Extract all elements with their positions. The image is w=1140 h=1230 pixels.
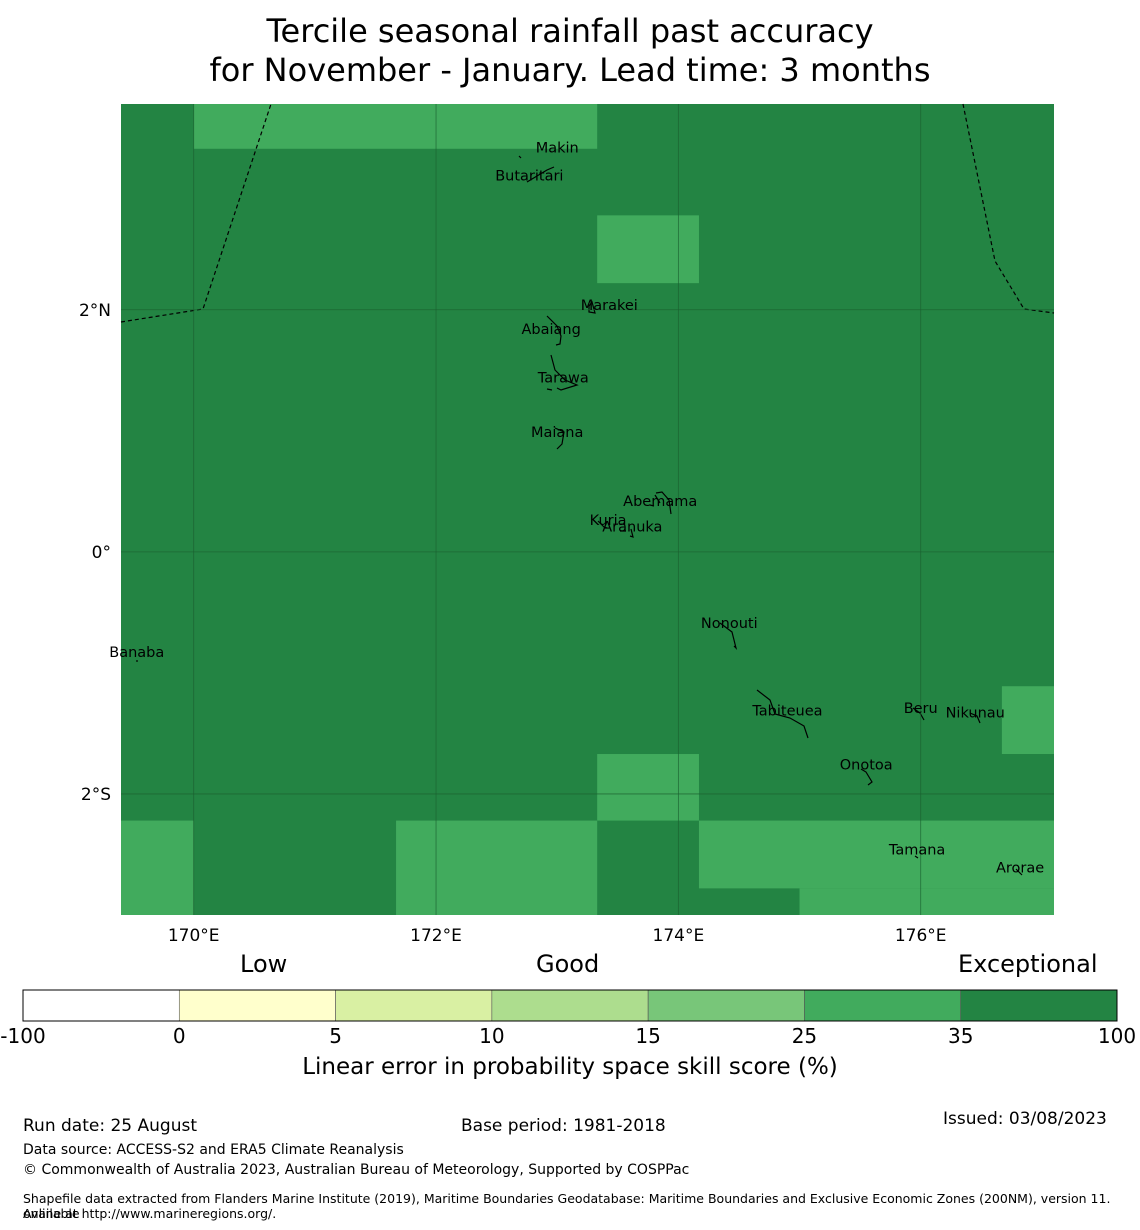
colorbar-tick-label: 100 [1097, 1024, 1137, 1048]
data-source: Data source: ACCESS-S2 and ERA5 Climate … [23, 1142, 404, 1158]
island-label-butaritari: Butaritari [495, 168, 563, 184]
base-period: Base period: 1981-2018 [461, 1116, 666, 1136]
island-label-abaiang: Abaiang [521, 322, 580, 338]
aranuka-coastline [620, 528, 634, 538]
run-date: Run date: 25 August [23, 1116, 197, 1136]
colorbar-bin-3 [491, 989, 649, 1022]
colorbar-tick-label: 5 [329, 1024, 342, 1048]
island-label-kuria: Kuria [590, 513, 627, 529]
colorbar-category-low: Low [240, 950, 288, 978]
x-tick-label: 170°E [168, 926, 220, 946]
shapefile-credit-line1: Shapefile data extracted from Flanders M… [23, 1191, 1111, 1221]
island-label-beru: Beru [904, 701, 938, 717]
colorbar-label: Linear error in probability space skill … [302, 1054, 838, 1080]
colorbar-tick-label: 10 [479, 1024, 505, 1048]
y-tick-label: 2°S [81, 785, 111, 805]
shapefile-credit-line2: online at http://www.marineregions.org/. [23, 1206, 277, 1221]
colorbar-bin-4 [647, 989, 805, 1022]
skill-cell-7 [799, 888, 1054, 915]
colorbar-tick-label: 0 [172, 1024, 186, 1048]
y-tick-label: 2°N [79, 301, 111, 321]
island-label-tarawa: Tarawa [537, 370, 589, 386]
skill-cell-0 [193, 104, 598, 149]
island-label-arorae: Arorae [996, 861, 1044, 877]
y-tick-label: 0° [92, 543, 111, 563]
tamana-coastline [914, 855, 919, 859]
maiana-coastline [554, 427, 565, 450]
colorbar-bin-0 [22, 989, 180, 1022]
onotoa-coastline [860, 768, 873, 786]
colorbar-category-exceptional: Exceptional [958, 950, 1098, 978]
colorbar-tick-label: -100 [0, 1024, 46, 1048]
skill-cell-1 [597, 215, 699, 284]
colorbar-tick-label: 25 [791, 1024, 818, 1048]
skill-cell-5 [396, 820, 598, 915]
skill-cell-3 [597, 754, 699, 821]
eez-boundary-east [962, 103, 1055, 314]
island-label-aranuka: Aranuka [602, 519, 662, 535]
nikunau-coastline [969, 712, 981, 724]
island-label-abemama: Abemama [623, 494, 697, 510]
island-label-tamana: Tamana [888, 842, 945, 858]
abemama-coastline [649, 491, 672, 515]
colorbar-tick-label: 35 [947, 1024, 974, 1048]
island-label-nonouti: Nonouti [701, 616, 758, 632]
issued-date: Issued: 03/08/2023 [943, 1109, 1107, 1129]
tarawa-coastline [546, 354, 579, 391]
nonouti-coastline [719, 622, 738, 650]
copyright: © Commonwealth of Australia 2023, Austra… [23, 1162, 690, 1178]
island-label-maiana: Maiana [531, 425, 583, 441]
island-label-tabiteuea: Tabiteuea [751, 703, 822, 719]
x-tick-label: 176°E [895, 926, 947, 946]
kuria-coastline [597, 520, 608, 529]
map-background [121, 104, 1054, 915]
island-label-nikunau: Nikunau [946, 706, 1005, 722]
eez-boundary-west [120, 103, 272, 323]
colorbar-bin-1 [178, 989, 336, 1022]
arorae-coastline [1015, 868, 1023, 876]
abaiang-coastline [546, 315, 562, 346]
colorbar-category-good: Good [536, 950, 600, 978]
skill-cell-2 [1001, 686, 1054, 755]
tabiteuea-coastline [756, 689, 809, 739]
island-label-marakei: Marakei [581, 298, 638, 314]
island-label-banaba: Banaba [109, 645, 164, 661]
colorbar-bin-6 [960, 989, 1118, 1022]
skill-cell-4 [121, 820, 194, 915]
chart-title-line1: Tercile seasonal rainfall past accuracy [266, 12, 874, 50]
skill-cell-6 [698, 820, 1054, 889]
colorbar-tick-label: 15 [635, 1024, 661, 1048]
colorbar-bin-5 [804, 989, 962, 1022]
x-tick-label: 174°E [653, 926, 705, 946]
chart-title-line2: for November - January. Lead time: 3 mon… [209, 51, 931, 89]
island-label-makin: Makin [536, 140, 579, 156]
beru-coastline [912, 707, 925, 721]
colorbar-bin-2 [335, 989, 493, 1022]
makin-coastline [518, 155, 555, 183]
x-tick-label: 172°E [410, 926, 462, 946]
island-label-onotoa: Onotoa [840, 758, 893, 774]
colorbar-frame [22, 989, 1118, 1022]
